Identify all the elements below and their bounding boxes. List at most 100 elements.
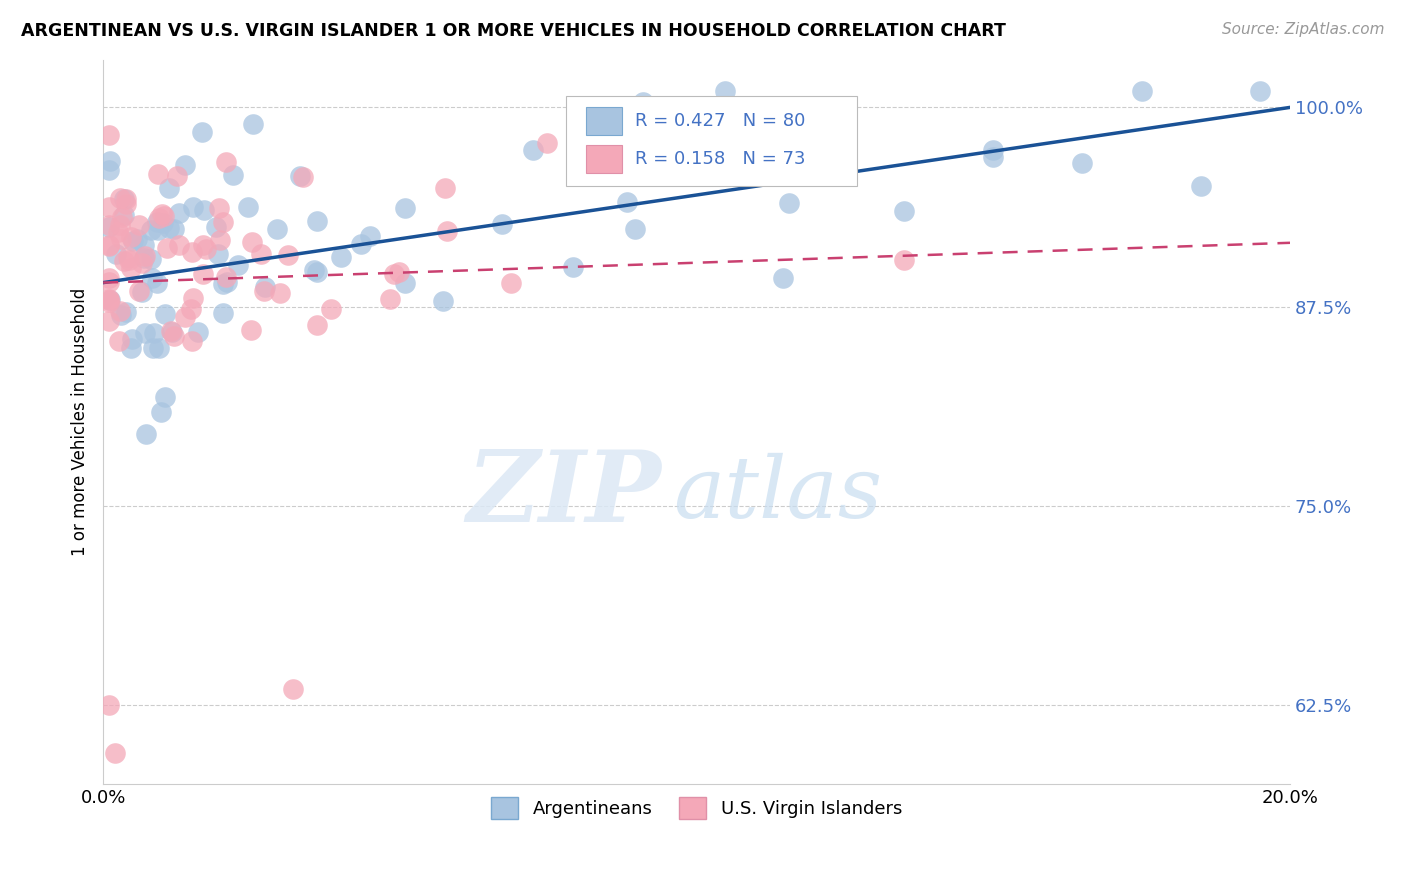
Point: [134, 326, 156, 340]
Point: [134, 249, 156, 263]
Point: [159, 324, 181, 338]
Point: [125, 232, 148, 246]
Point: [108, 334, 131, 348]
Text: ZIP: ZIP: [465, 446, 661, 542]
Point: [98, 295, 121, 310]
Point: [98, 218, 121, 232]
Point: [148, 211, 170, 225]
Point: [207, 247, 229, 261]
Bar: [586, 107, 621, 135]
Point: [98, 293, 121, 307]
Point: [522, 143, 544, 157]
Point: [128, 218, 150, 232]
Point: [1189, 179, 1212, 194]
Point: [253, 284, 276, 298]
Point: [394, 277, 416, 291]
Point: [120, 230, 142, 244]
Point: [122, 235, 145, 249]
Text: atlas: atlas: [673, 453, 882, 536]
Point: [778, 196, 800, 211]
Point: [190, 125, 212, 139]
Point: [117, 250, 139, 264]
Point: [288, 169, 311, 183]
Point: [211, 215, 233, 229]
Point: [121, 332, 143, 346]
Point: [148, 168, 170, 182]
Point: [222, 169, 245, 183]
Point: [180, 302, 202, 317]
Point: [157, 221, 180, 235]
Point: [163, 222, 186, 236]
Point: [160, 325, 183, 339]
Point: [305, 318, 328, 332]
Point: [382, 267, 405, 281]
Point: [714, 85, 737, 99]
Point: [146, 276, 169, 290]
Point: [110, 232, 132, 246]
Point: [148, 342, 170, 356]
Point: [153, 390, 176, 404]
Y-axis label: 1 or more Vehicles in Household: 1 or more Vehicles in Household: [72, 288, 89, 556]
Point: [436, 224, 458, 238]
Point: [115, 197, 138, 211]
Point: [212, 277, 235, 292]
Point: [1130, 85, 1153, 99]
Point: [266, 221, 288, 235]
Point: [710, 151, 733, 165]
Point: [254, 280, 277, 294]
Point: [98, 162, 121, 177]
Point: [153, 209, 176, 223]
Point: [111, 211, 134, 225]
Point: [236, 200, 259, 214]
Point: [893, 252, 915, 267]
Point: [163, 328, 186, 343]
Point: [115, 192, 138, 206]
Point: [181, 200, 204, 214]
Point: [250, 247, 273, 261]
Point: [624, 222, 647, 236]
Text: R = 0.158   N = 73: R = 0.158 N = 73: [636, 150, 806, 168]
Point: [115, 305, 138, 319]
Point: [783, 100, 806, 114]
Point: [193, 203, 215, 218]
Point: [128, 285, 150, 299]
Point: [893, 204, 915, 219]
Point: [208, 233, 231, 247]
Point: [131, 285, 153, 300]
Text: ARGENTINEAN VS U.S. VIRGIN ISLANDER 1 OR MORE VEHICLES IN HOUSEHOLD CORRELATION : ARGENTINEAN VS U.S. VIRGIN ISLANDER 1 OR…: [21, 22, 1005, 40]
Point: [631, 95, 654, 110]
Point: [491, 217, 513, 231]
Point: [120, 260, 142, 275]
Point: [98, 200, 121, 214]
Point: [214, 154, 236, 169]
Point: [181, 245, 204, 260]
Legend: Argentineans, U.S. Virgin Islanders: Argentineans, U.S. Virgin Islanders: [484, 789, 910, 826]
Point: [191, 268, 214, 282]
Point: [240, 323, 263, 337]
Point: [118, 253, 141, 268]
Point: [98, 238, 121, 252]
Point: [114, 192, 136, 206]
Point: [240, 235, 263, 249]
Point: [215, 269, 238, 284]
Point: [193, 238, 215, 252]
Point: [981, 150, 1004, 164]
Point: [131, 256, 153, 270]
Point: [1071, 155, 1094, 169]
Point: [281, 681, 304, 696]
Point: [173, 158, 195, 172]
Point: [120, 342, 142, 356]
Text: Source: ZipAtlas.com: Source: ZipAtlas.com: [1222, 22, 1385, 37]
Point: [302, 263, 325, 277]
Point: [307, 213, 329, 227]
Point: [139, 223, 162, 237]
Point: [134, 237, 156, 252]
Point: [98, 220, 121, 235]
Point: [110, 218, 132, 232]
Point: [269, 285, 291, 300]
Point: [772, 271, 794, 285]
Point: [150, 206, 173, 220]
Point: [501, 277, 523, 291]
Point: [562, 260, 585, 274]
Point: [98, 293, 121, 307]
